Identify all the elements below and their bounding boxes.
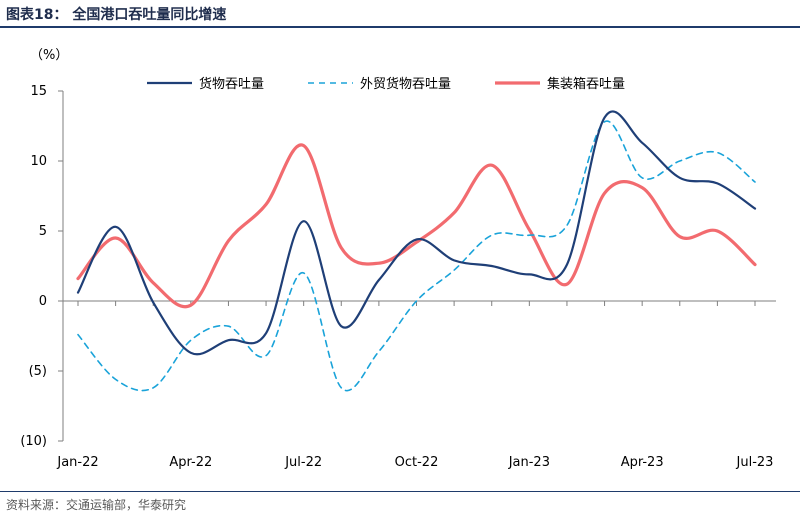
y-tick-label: 0 [39,294,47,309]
chart-axes: （%） 15 10 5 0 (5) (10) Jan-22 Apr-22 Jul-22 Oct-22… [20,48,776,470]
x-tick-label: Jan-22 [56,455,98,470]
legend-label: 集装箱吞吐量 [547,76,625,92]
series-line-2 [77,120,756,392]
source-rule [0,491,800,492]
y-tick-label: 5 [39,224,47,239]
legend-label: 外贸货物吞吐量 [360,76,451,92]
x-tick-label: Apr-23 [621,455,664,470]
y-tick-label: (5) [29,364,47,379]
x-tick-label: Apr-22 [169,455,212,470]
x-tick-label: Jul-23 [736,455,774,470]
title-rule [0,26,800,28]
series-line-1 [76,110,757,356]
series-line-3 [76,143,757,309]
x-tick-label: Jul-22 [284,455,322,470]
y-tick-label: 15 [30,84,47,99]
y-unit-label: （%） [30,48,68,63]
y-tick-label: (10) [20,434,47,449]
x-tick-label: Jan-23 [508,455,550,470]
chart-series [76,110,757,392]
x-tick-label: Oct-22 [395,455,439,470]
y-tick-label: 10 [30,154,47,169]
figure-title: 图表18： 全国港口吞吐量同比增速 [6,7,227,23]
source-note: 资料来源：交通运输部，华泰研究 [6,498,187,512]
chart-legend: 货物吞吐量 外贸货物吞吐量 集装箱吞吐量 [147,76,625,92]
line-chart: （%） 15 10 5 0 (5) (10) Jan-22 Apr-22 Jul-22 Oct-22… [20,48,776,470]
legend-label: 货物吞吐量 [199,76,264,92]
